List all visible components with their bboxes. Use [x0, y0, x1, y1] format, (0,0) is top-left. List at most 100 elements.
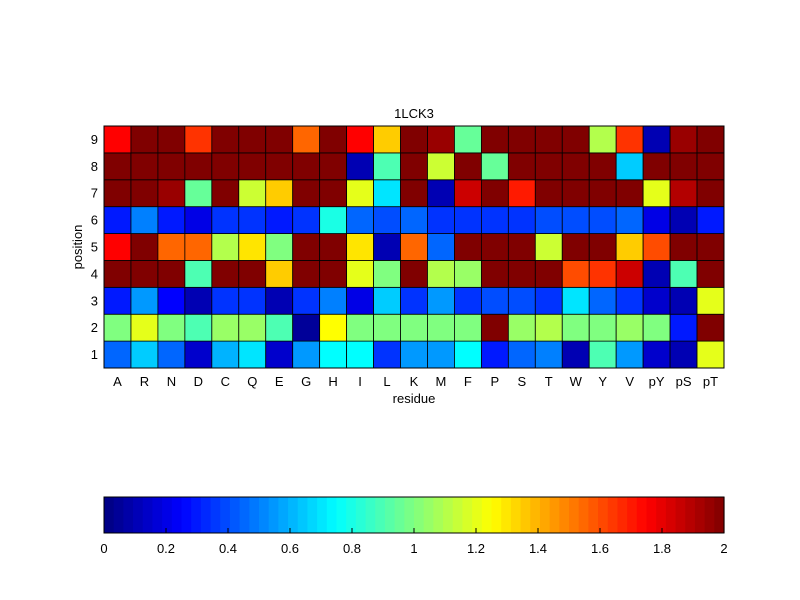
- colorbar-segment: [414, 497, 425, 533]
- heatmap-cell: [238, 260, 267, 288]
- heatmap-cell: [373, 233, 401, 261]
- heatmap-cell: [346, 340, 374, 369]
- heatmap-cell: [588, 233, 617, 261]
- heatmap-cell: [238, 340, 267, 369]
- heatmap-cell: [615, 152, 644, 181]
- heatmap-cell: [534, 179, 563, 208]
- heatmap-cell: [373, 340, 401, 369]
- heatmap-cell: [292, 260, 321, 288]
- heatmap-cell: [507, 260, 536, 288]
- x-tick-label: N: [167, 374, 176, 389]
- heatmap-cell: [157, 179, 186, 208]
- heatmap-cell: [561, 313, 590, 342]
- colorbar-segment: [685, 497, 696, 533]
- heatmap-cell: [211, 260, 240, 288]
- colorbar-segment: [249, 497, 260, 533]
- heatmap-cell: [507, 313, 536, 342]
- heatmap-cell: [184, 286, 213, 315]
- heatmap-cell: [103, 125, 132, 154]
- colorbar-segment: [317, 497, 328, 533]
- colorbar-segment: [229, 497, 241, 533]
- y-tick-label: 7: [91, 186, 98, 201]
- y-tick-label: 1: [91, 347, 98, 362]
- heatmap-cell: [238, 313, 267, 342]
- heatmap-cell: [480, 125, 509, 154]
- heatmap-cell: [292, 340, 321, 369]
- colorbar-tick-label: 1.6: [591, 541, 609, 556]
- heatmap-cell: [130, 179, 159, 208]
- x-tick-label: Q: [247, 374, 257, 389]
- heatmap-cell: [157, 313, 186, 342]
- heatmap-cell: [454, 125, 482, 154]
- colorbar-segment: [636, 497, 648, 533]
- heatmap-cell: [427, 206, 455, 234]
- heatmap-cell: [292, 152, 321, 181]
- heatmap-cell: [427, 233, 455, 261]
- heatmap-cell: [184, 260, 213, 288]
- heatmap-cell: [561, 233, 590, 261]
- heatmap-cell: [427, 340, 455, 369]
- heatmap-cell: [292, 233, 321, 261]
- colorbar-segment: [133, 497, 144, 533]
- heatmap-cell: [642, 340, 671, 369]
- heatmap-cell: [157, 125, 186, 154]
- heatmap-cell: [265, 206, 294, 234]
- heatmap-cell: [346, 286, 374, 315]
- heatmap-cell: [696, 125, 725, 154]
- colorbar-segment: [423, 497, 434, 533]
- heatmap-cell: [427, 313, 455, 342]
- heatmap-cell: [346, 179, 374, 208]
- heatmap-cell: [507, 152, 536, 181]
- x-tick-label: C: [221, 374, 230, 389]
- y-tick-label: 2: [91, 320, 98, 335]
- colorbar-segment: [375, 497, 386, 533]
- heatmap-cell: [130, 313, 159, 342]
- x-tick-label: W: [570, 374, 583, 389]
- heatmap-cell: [615, 233, 644, 261]
- colorbar-segment: [259, 497, 270, 533]
- colorbar-segment: [220, 497, 231, 533]
- heatmap-cell: [319, 260, 348, 288]
- x-tick-label: T: [545, 374, 553, 389]
- x-tick-label: L: [383, 374, 390, 389]
- heatmap-cell: [588, 152, 617, 181]
- heatmap-cell: [211, 179, 240, 208]
- heatmap-cell: [238, 206, 267, 234]
- colorbar-segment: [617, 497, 628, 533]
- heatmap-cell: [265, 125, 294, 154]
- heatmap-cell: [561, 206, 590, 234]
- colorbar-segment: [346, 497, 357, 533]
- heatmap-cell: [373, 125, 401, 154]
- x-tick-label: E: [275, 374, 284, 389]
- heatmap-cell: [157, 340, 186, 369]
- heatmap-cell: [588, 260, 617, 288]
- heatmap-cell: [642, 313, 671, 342]
- colorbar-segment: [181, 497, 192, 533]
- colorbar-segment: [452, 497, 464, 533]
- colorbar-segment: [278, 497, 289, 533]
- heatmap-cell: [319, 340, 348, 369]
- colorbar-segment: [598, 497, 609, 533]
- colorbar-segment: [646, 497, 657, 533]
- heatmap-cell: [346, 260, 374, 288]
- heatmap-cell: [696, 206, 725, 234]
- colorbar-tick-label: 0.6: [281, 541, 299, 556]
- heatmap-cell: [130, 260, 159, 288]
- colorbar-segment: [191, 497, 202, 533]
- heatmap-cell: [454, 340, 482, 369]
- heatmap-cell: [319, 152, 348, 181]
- heatmap-cell: [696, 260, 725, 288]
- colorbar-segment: [578, 497, 589, 533]
- colorbar-tick-label: 0: [100, 541, 107, 556]
- heatmap-cell: [130, 206, 159, 234]
- heatmap-cell: [427, 179, 455, 208]
- heatmap-cell: [184, 152, 213, 181]
- heatmap-cell: [427, 286, 455, 315]
- heatmap-cell: [454, 286, 482, 315]
- heatmap-cell: [373, 152, 401, 181]
- colorbar-segment: [152, 497, 163, 533]
- heatmap-cell: [454, 179, 482, 208]
- heatmap-cell: [669, 313, 698, 342]
- colorbar-tick-labels: 0 0.2 0.4 0.6 0.8 1 1.2 1.4 1.6 1.8 2: [100, 528, 728, 556]
- colorbar-segment: [520, 497, 531, 533]
